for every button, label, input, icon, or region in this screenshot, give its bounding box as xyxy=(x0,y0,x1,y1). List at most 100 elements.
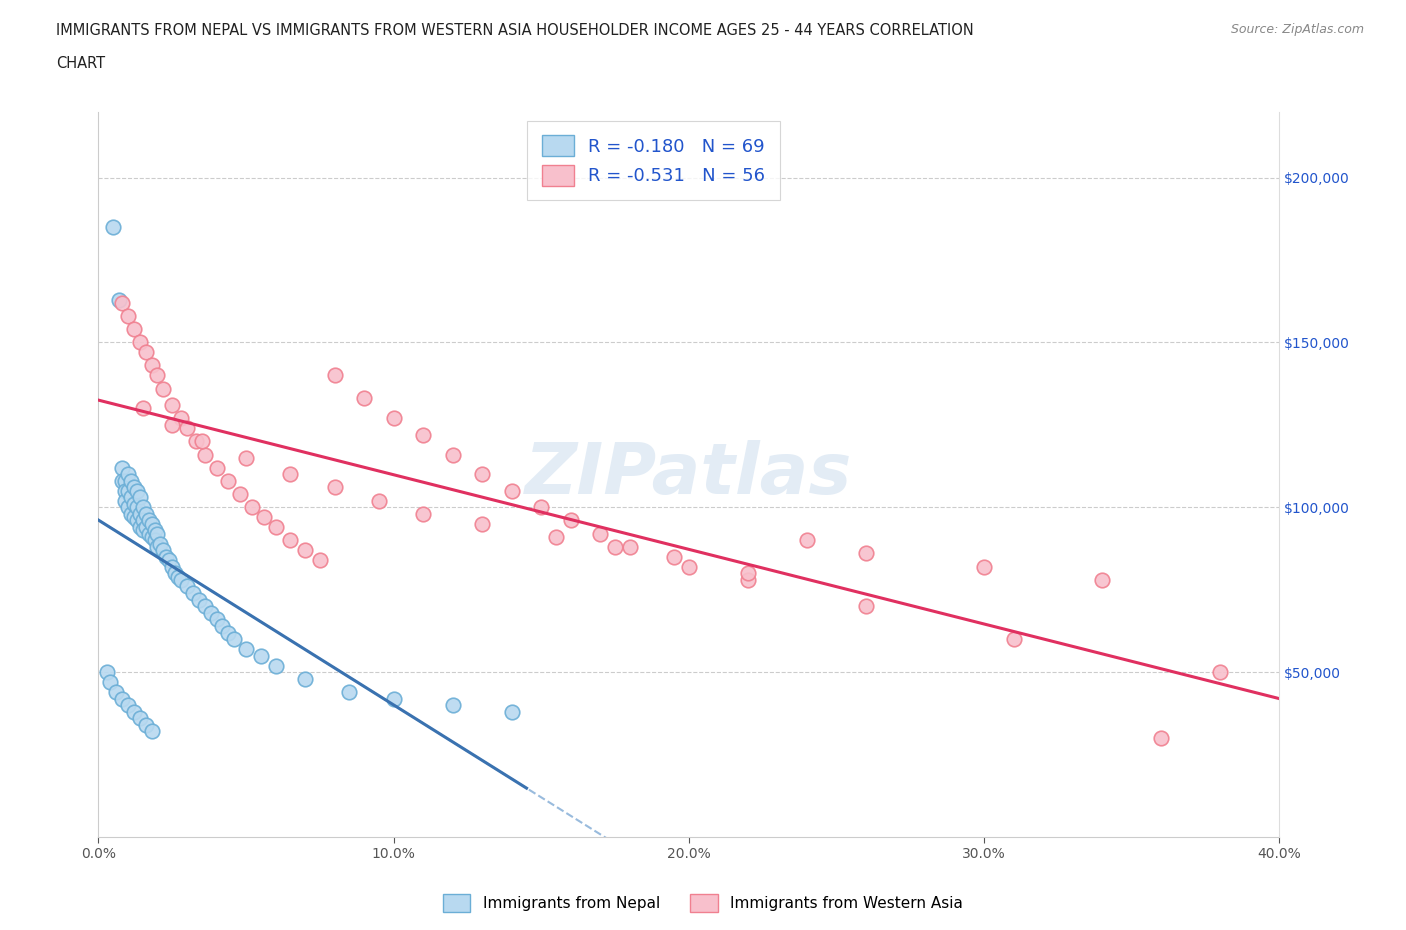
Point xyxy=(737,565,759,580)
Point xyxy=(122,322,145,337)
Point xyxy=(619,539,641,554)
Point xyxy=(471,516,494,531)
Point xyxy=(309,552,332,567)
Point xyxy=(412,507,434,522)
Point xyxy=(737,572,759,587)
Point xyxy=(128,490,150,505)
Point xyxy=(117,309,139,324)
Point xyxy=(146,368,169,383)
Point xyxy=(155,550,177,565)
Point xyxy=(146,526,169,541)
Point xyxy=(278,467,302,482)
Point xyxy=(229,486,252,501)
Point xyxy=(546,529,568,544)
Point xyxy=(235,642,257,657)
Point xyxy=(162,398,183,413)
Point xyxy=(264,520,287,535)
Point xyxy=(122,510,145,525)
Point xyxy=(128,520,150,535)
Point xyxy=(135,520,157,535)
Point xyxy=(191,434,214,449)
Point xyxy=(122,497,145,512)
Point xyxy=(796,533,818,548)
Point xyxy=(138,513,160,528)
Point xyxy=(205,612,228,627)
Point xyxy=(530,499,553,514)
Point xyxy=(122,704,145,719)
Point xyxy=(120,507,142,522)
Point xyxy=(132,401,155,416)
Point xyxy=(240,499,263,514)
Point xyxy=(117,698,139,712)
Point xyxy=(187,592,209,607)
Point xyxy=(103,219,125,234)
Point xyxy=(382,691,405,706)
Point xyxy=(105,684,128,699)
Point xyxy=(501,704,523,719)
Point xyxy=(149,536,172,551)
Point xyxy=(122,480,145,495)
Point xyxy=(678,559,700,574)
Point xyxy=(224,631,246,646)
Point xyxy=(114,473,136,488)
Point xyxy=(111,473,134,488)
Text: CHART: CHART xyxy=(56,56,105,71)
Point xyxy=(339,684,360,699)
Point xyxy=(146,539,169,554)
Point xyxy=(181,586,204,601)
Point xyxy=(194,599,217,614)
Point xyxy=(117,467,139,482)
Point xyxy=(412,427,434,442)
Point xyxy=(170,411,193,426)
Point xyxy=(114,493,136,508)
Point xyxy=(162,418,183,432)
Point xyxy=(217,625,239,640)
Point xyxy=(152,543,174,558)
Point xyxy=(128,335,150,350)
Point xyxy=(114,484,136,498)
Point xyxy=(165,565,187,580)
Point xyxy=(143,533,166,548)
Point xyxy=(111,460,134,475)
Legend: Immigrants from Nepal, Immigrants from Western Asia: Immigrants from Nepal, Immigrants from W… xyxy=(437,888,969,918)
Point xyxy=(141,529,163,544)
Point xyxy=(111,296,134,311)
Point xyxy=(184,434,207,449)
Point xyxy=(200,605,222,620)
Point xyxy=(98,674,121,689)
Point xyxy=(194,447,217,462)
Point xyxy=(108,292,131,307)
Point xyxy=(441,447,464,462)
Point xyxy=(170,572,193,587)
Point xyxy=(664,550,686,565)
Point xyxy=(135,717,157,732)
Point xyxy=(176,420,198,435)
Point xyxy=(1002,631,1025,646)
Text: ZIPatlas: ZIPatlas xyxy=(526,440,852,509)
Point xyxy=(128,507,150,522)
Point xyxy=(135,507,157,522)
Text: Source: ZipAtlas.com: Source: ZipAtlas.com xyxy=(1230,23,1364,36)
Point xyxy=(353,391,375,405)
Point xyxy=(235,450,257,465)
Point xyxy=(138,526,160,541)
Point xyxy=(125,484,148,498)
Point xyxy=(1091,572,1114,587)
Point xyxy=(120,473,142,488)
Point xyxy=(250,648,273,663)
Point xyxy=(253,510,276,525)
Point xyxy=(294,543,316,558)
Point xyxy=(217,473,239,488)
Point xyxy=(132,499,155,514)
Point xyxy=(132,513,155,528)
Legend: R = -0.180   N = 69, R = -0.531   N = 56: R = -0.180 N = 69, R = -0.531 N = 56 xyxy=(527,121,780,200)
Point xyxy=(141,358,163,373)
Point xyxy=(132,523,155,538)
Point xyxy=(152,381,174,396)
Point xyxy=(560,513,582,528)
Point xyxy=(141,724,163,739)
Point xyxy=(120,490,142,505)
Point xyxy=(501,484,523,498)
Point xyxy=(167,569,190,584)
Point xyxy=(323,480,346,495)
